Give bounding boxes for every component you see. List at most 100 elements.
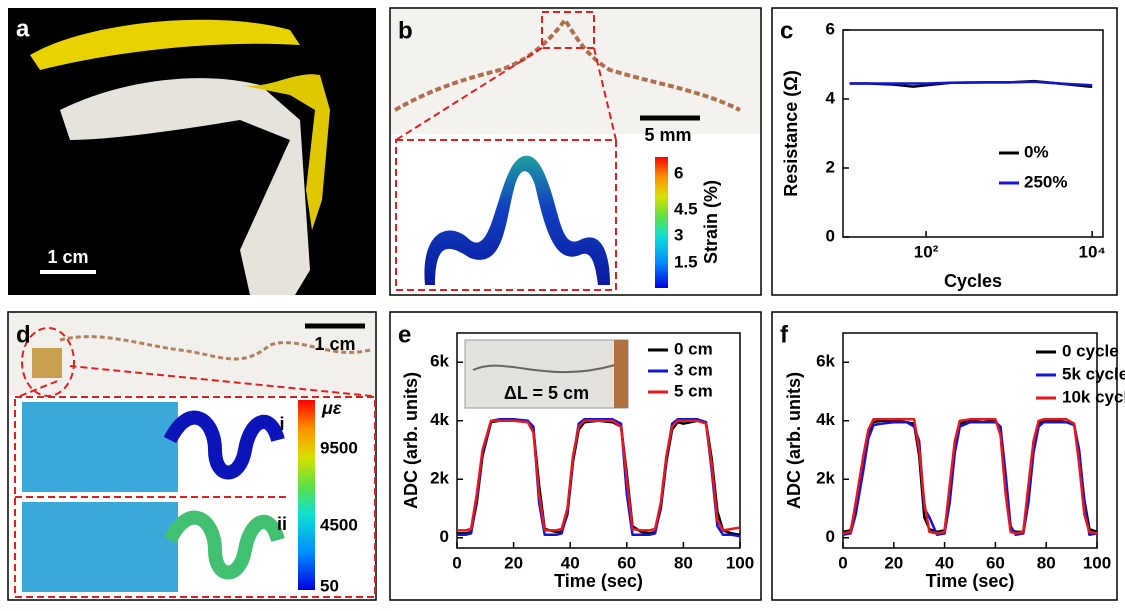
inset-text: ΔL = 5 cm xyxy=(504,383,589,403)
legend-label: 10k cycle xyxy=(1062,387,1125,406)
bone xyxy=(60,78,310,295)
y-tick-label: 0 xyxy=(826,527,835,546)
x-tick-label: 0 xyxy=(838,553,847,572)
x-tick-label: 20 xyxy=(504,553,523,572)
colorbar-tick: 6 xyxy=(674,163,683,182)
y-tick-label: 4k xyxy=(430,410,449,429)
panel-label: d xyxy=(16,321,31,348)
panel-label: b xyxy=(398,17,413,44)
colorbar-tick: 9500 xyxy=(320,438,358,457)
chip-model xyxy=(22,402,178,492)
chip-model xyxy=(22,502,178,592)
scale-bar-label: 1 cm xyxy=(47,247,88,267)
serpentine-wire xyxy=(394,16,741,112)
panel-b: 6 4.5 3 1.5 Strain (%) 5 mm b xyxy=(389,7,762,296)
x-tick-label: 40 xyxy=(935,553,954,572)
x-tick-label: 60 xyxy=(986,553,1005,572)
legend-label: 0 cm xyxy=(674,339,713,358)
chart: 0 2 4 6 10² 10⁴ Cycles Resistance (Ω) 0% 250% xyxy=(781,19,1106,290)
y-tick-label: 6 xyxy=(826,19,835,38)
axes-frame xyxy=(456,332,741,549)
device xyxy=(32,348,62,378)
panel-label: f xyxy=(780,321,789,348)
data-line xyxy=(842,418,1098,535)
legend-label: 0 cycle xyxy=(1062,341,1119,360)
legend-label: 5 cm xyxy=(674,381,713,400)
inset-label: ii xyxy=(277,514,287,534)
colorbar-title: Strain (%) xyxy=(701,180,721,264)
colorbar-tick: 50 xyxy=(320,576,339,595)
serpentine-model xyxy=(163,510,285,580)
y-axis-label: Resistance (Ω) xyxy=(781,70,801,196)
colorbar xyxy=(655,157,668,288)
zoom-line xyxy=(395,47,543,141)
inset-photo xyxy=(464,339,629,409)
data-line xyxy=(842,420,1098,537)
axes-frame xyxy=(842,332,1098,549)
colorbar-tick: 3 xyxy=(674,225,683,244)
chart: ΔL = 5 cm 0 2k 4k 6k 0 20 40 60 80 100 Time (sec) AD… xyxy=(401,332,754,591)
x-tick-label: 100 xyxy=(1083,553,1111,572)
data-line xyxy=(457,419,741,532)
panel-d: 1 cm με 9500 4500 50 i ii d xyxy=(7,311,377,601)
y-tick-label: 6k xyxy=(430,352,449,371)
legend-label: 5k cycle xyxy=(1062,364,1125,383)
y-tick-label: 4 xyxy=(826,88,836,107)
x-tick-label: 100 xyxy=(726,553,754,572)
x-tick-label: 10⁴ xyxy=(1079,242,1106,261)
x-axis-label: Cycles xyxy=(944,271,1002,291)
y-tick-label: 4k xyxy=(816,410,835,429)
zoom-line xyxy=(19,379,61,397)
legend-label: 250% xyxy=(1024,172,1067,191)
implant-wire xyxy=(240,74,330,230)
panel-a: 1 cm a xyxy=(8,8,376,295)
inset-label: i xyxy=(279,414,284,434)
colorbar-tick: 1.5 xyxy=(674,252,698,271)
panel-c: c xyxy=(771,7,1118,296)
panel-label: a xyxy=(16,15,30,42)
scale-bar-label: 5 mm xyxy=(644,125,691,145)
colorbar xyxy=(298,400,315,590)
colorbar-tick: 4.5 xyxy=(674,199,698,218)
zoom-box xyxy=(541,11,595,49)
x-axis-label: Time (sec) xyxy=(554,571,643,591)
scale-bar-label: 1 cm xyxy=(314,334,355,354)
serpentine-model xyxy=(163,410,285,480)
y-tick-label: 6k xyxy=(816,352,835,371)
data-line xyxy=(842,419,1098,534)
y-axis-label: ADC (arb. units) xyxy=(401,372,421,509)
y-tick-label: 2k xyxy=(816,469,835,488)
y-tick-label: 2k xyxy=(430,469,449,488)
data-line xyxy=(849,80,1093,87)
legend-label: 0% xyxy=(1024,142,1049,161)
zoom-line xyxy=(69,365,373,397)
x-axis-label: Time (sec) xyxy=(926,571,1015,591)
legend-label: 3 cm xyxy=(674,360,713,379)
panel-frame xyxy=(771,311,1118,601)
y-tick-label: 0 xyxy=(440,527,449,546)
data-line xyxy=(457,418,741,538)
serpentine-wire xyxy=(59,335,371,361)
y-tick-label: 0 xyxy=(826,226,835,245)
photo xyxy=(391,9,760,134)
colorbar-tick: 4500 xyxy=(320,515,358,534)
x-tick-label: 0 xyxy=(452,553,461,572)
inset-wire xyxy=(472,364,616,374)
chart: 0 2k 4k 6k 0 20 40 60 80 100 Time (sec) ADC (arb. u… xyxy=(784,332,1125,591)
colorbar-title: με xyxy=(321,398,342,418)
y-axis-label: ADC (arb. units) xyxy=(784,372,804,509)
x-tick-label: 60 xyxy=(617,553,636,572)
inset-clamp xyxy=(614,340,628,408)
axes-frame xyxy=(842,29,1104,238)
y-tick-label: 2 xyxy=(826,157,835,176)
panel-frame xyxy=(771,7,1118,296)
x-tick-label: 40 xyxy=(561,553,580,572)
zoom-line xyxy=(593,47,617,141)
panel-label: e xyxy=(398,321,411,348)
implant-wire xyxy=(30,19,300,70)
x-tick-label: 10² xyxy=(914,242,939,261)
panel-f: f xyxy=(771,311,1118,601)
panel-label: c xyxy=(780,17,793,44)
